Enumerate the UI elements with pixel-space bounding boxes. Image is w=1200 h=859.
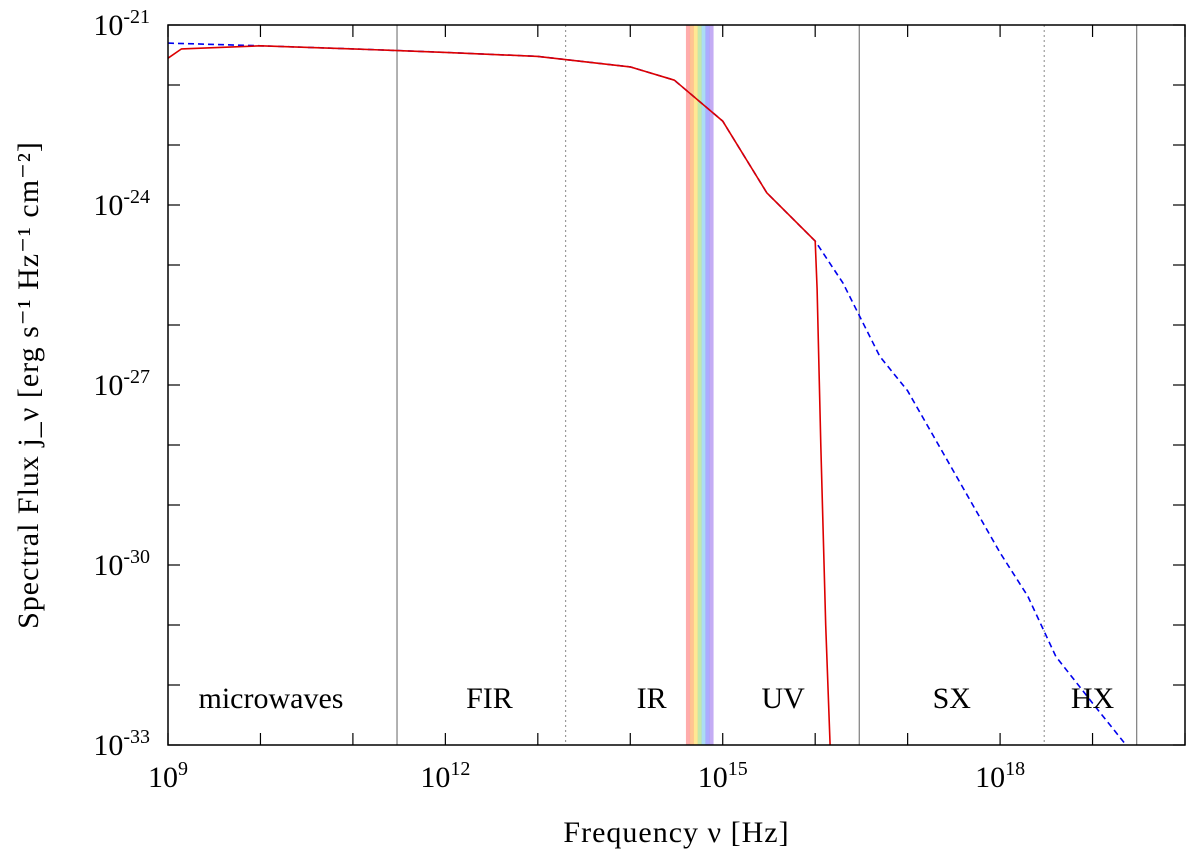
band-boundaries [396, 25, 1138, 745]
band-label: HX [1071, 682, 1115, 715]
visible-band-strip [697, 25, 702, 745]
x-tick-label: 1012 [420, 758, 470, 794]
series-line-dashed-blue [167, 42, 1127, 746]
y-tick-label: 10-33 [93, 726, 150, 762]
band-label: microwaves [199, 682, 344, 715]
x-tick-label: 1015 [698, 758, 748, 794]
visible-band-strip [701, 25, 706, 745]
y-axis-label: Spectral Flux j_ν [erg s⁻¹ Hz⁻¹ cm⁻²] [12, 141, 45, 629]
visible-band-strip [689, 25, 695, 745]
y-tick-label: 10-27 [93, 366, 150, 402]
band-label: FIR [466, 682, 513, 715]
axis-ticks: 109 1012 1015 1018 10-21 10-24 10-27 10-30 10-33 [93, 6, 1186, 794]
x-tick-label: 1018 [975, 758, 1025, 794]
band-label: UV [761, 682, 805, 715]
plot-frame [167, 24, 1186, 746]
series-lines [167, 42, 1127, 746]
y-tick-label: 10-24 [93, 186, 150, 222]
y-tick-label: 10-21 [93, 6, 150, 42]
visible-spectrum-band [685, 25, 714, 745]
visible-band-strip [693, 25, 698, 745]
band-label: IR [637, 682, 667, 715]
series-line-solid-red [167, 44, 831, 746]
x-axis-label: Frequency ν [Hz] [563, 816, 789, 849]
visible-band-strip [685, 25, 691, 745]
band-label: SX [933, 682, 972, 715]
band-labels: microwaves FIR IR UV SX HX [199, 682, 1115, 715]
visible-band-strip [709, 25, 714, 745]
x-tick-label: 109 [148, 758, 188, 794]
y-tick-label: 10-30 [93, 546, 150, 582]
visible-band-strip [705, 25, 710, 745]
